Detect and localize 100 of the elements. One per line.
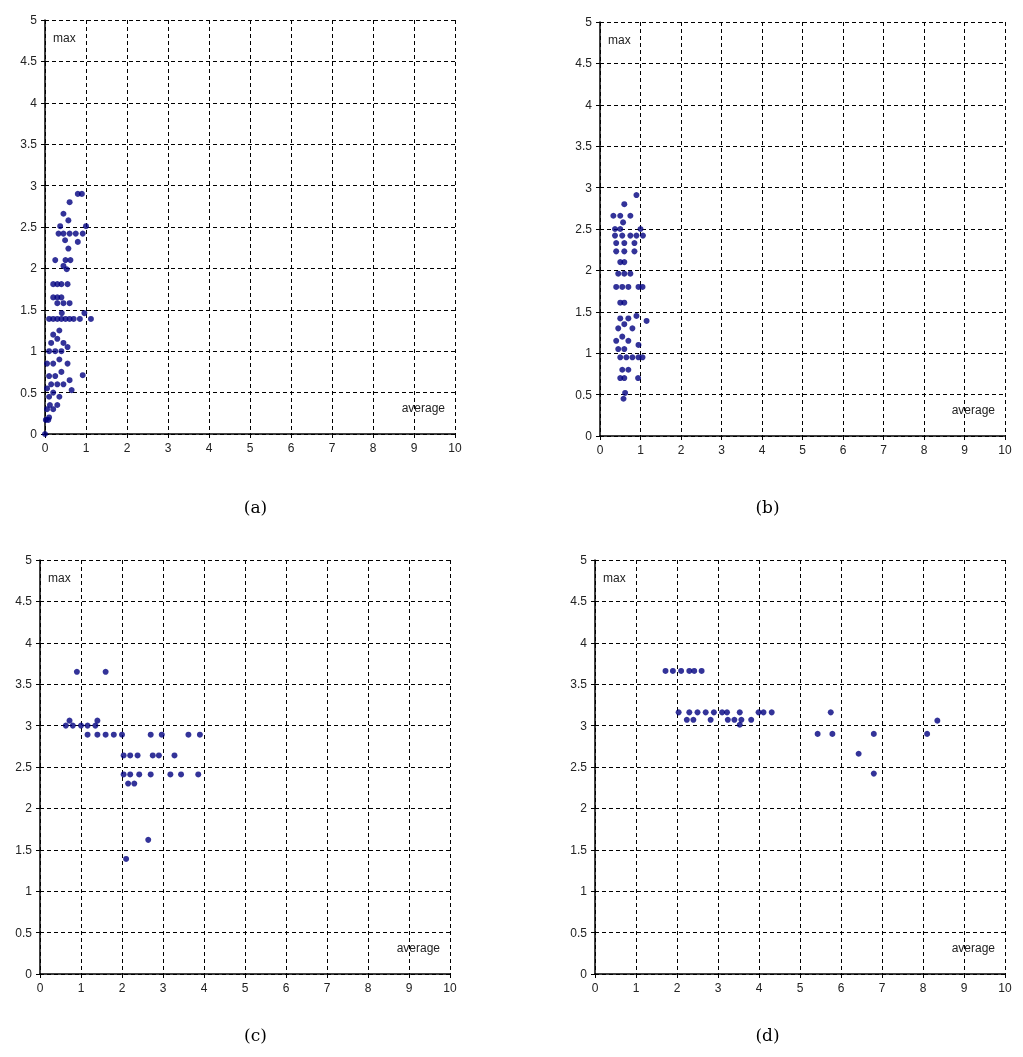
point: [120, 752, 127, 759]
point: [619, 333, 626, 340]
y-tick-label: 2: [585, 263, 593, 278]
point: [662, 667, 669, 674]
x-tick-label: 2: [123, 441, 131, 455]
text: (b): [755, 496, 780, 517]
x-axis-title: average: [951, 403, 996, 417]
point: [827, 709, 834, 716]
point: [78, 722, 84, 729]
x-tick-label: 5: [799, 443, 807, 457]
point: [691, 667, 698, 674]
point: [196, 731, 203, 738]
point: [736, 709, 743, 716]
point: [683, 716, 690, 723]
y-tick-label: 4: [585, 97, 593, 112]
point: [94, 731, 101, 738]
point: [69, 722, 76, 729]
point: [629, 354, 636, 361]
point: [125, 780, 132, 787]
point: [617, 212, 624, 219]
point: [635, 375, 642, 382]
point: [615, 346, 622, 353]
x-tick-label: 3: [159, 981, 167, 995]
y-tick-label: 3: [25, 718, 33, 733]
point: [110, 731, 117, 738]
y-tick-label: 5: [30, 13, 38, 27]
point: [617, 315, 624, 322]
point: [615, 270, 622, 277]
x-axis-title: average: [951, 941, 996, 955]
x-tick-label: 10: [443, 981, 457, 995]
point: [120, 771, 127, 778]
point: [631, 248, 638, 255]
x-axis-title: average: [401, 401, 446, 415]
x-tick-label: 9: [960, 981, 968, 995]
y-tick-label: 4: [580, 635, 588, 650]
text: (d): [755, 1024, 780, 1045]
x-tick-label: 0: [41, 441, 49, 455]
x-tick-label: 6: [282, 981, 290, 995]
y-tick-label: 1.5: [20, 302, 38, 317]
x-tick-label: 4: [758, 443, 766, 457]
y-tick-label: 0: [580, 967, 588, 981]
y-tick-label: 3.5: [570, 677, 588, 692]
point: [686, 709, 693, 716]
x-tick-label: 4: [200, 981, 208, 995]
point: [686, 667, 693, 674]
y-tick-label: 1.5: [575, 304, 593, 319]
x-tick-label: 4: [755, 981, 763, 995]
point: [621, 270, 628, 277]
point: [611, 226, 618, 232]
point: [620, 219, 627, 226]
point: [731, 716, 738, 723]
text: (a): [243, 496, 268, 517]
point: [171, 752, 178, 759]
point: [620, 395, 627, 402]
point: [625, 283, 632, 290]
y-axis-title: max: [608, 33, 631, 47]
y-tick-label: 2: [580, 801, 588, 816]
point: [627, 270, 634, 277]
point: [855, 750, 862, 757]
point: [621, 259, 628, 266]
point: [637, 226, 644, 232]
point: [736, 721, 743, 728]
x-tick-label: 8: [920, 443, 928, 457]
point: [619, 283, 626, 290]
point: [633, 312, 640, 319]
point: [94, 717, 101, 724]
point: [768, 709, 775, 716]
x-tick-label: 7: [878, 981, 886, 995]
point: [870, 730, 877, 737]
point: [724, 709, 731, 716]
point: [158, 731, 165, 738]
x-tick-label: 6: [839, 443, 847, 457]
y-tick-label: 2: [25, 801, 33, 816]
y-tick-label: 0.5: [575, 387, 593, 402]
point: [707, 716, 714, 723]
x-tick-label: 8: [364, 981, 372, 995]
y-tick-label: 1: [585, 346, 593, 361]
x-tick-label: 3: [714, 981, 722, 995]
point: [73, 668, 80, 675]
point: [147, 731, 154, 738]
x-tick-label: 9: [405, 981, 413, 995]
point: [134, 752, 141, 759]
point: [710, 709, 717, 716]
y-tick-label: 3.5: [15, 677, 33, 692]
point: [621, 201, 628, 208]
y-tick-label: 4.5: [15, 594, 33, 609]
x-tick-label: 10: [998, 443, 1012, 457]
point: [84, 722, 91, 729]
point: [621, 248, 628, 255]
x-tick-label: 0: [596, 443, 604, 457]
point: [924, 730, 931, 737]
x-tick-label: 1: [632, 981, 640, 995]
x-tick-label: 5: [241, 981, 249, 995]
x-tick-label: 2: [677, 443, 685, 457]
point: [621, 321, 628, 328]
point: [119, 731, 125, 738]
point: [934, 717, 941, 724]
point: [92, 722, 99, 729]
point: [639, 232, 646, 239]
point: [635, 341, 642, 348]
